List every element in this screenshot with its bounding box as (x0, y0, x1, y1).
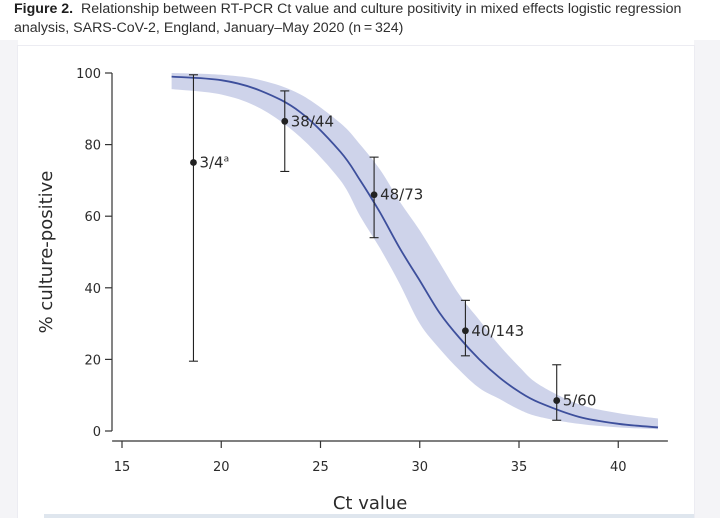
data-points-layer: 3/4a 38/44 48/73 40/143 5/60 (188, 74, 597, 421)
page-backdrop-left (0, 40, 18, 518)
data-point-label: 40/143 (471, 322, 524, 340)
y-tick-label: 80 (84, 139, 101, 154)
fitted-curve-layer (171, 75, 659, 429)
chart-panel (18, 46, 694, 518)
data-point (190, 159, 197, 166)
axes-layer (111, 73, 668, 442)
data-point-label: 3/4a (199, 154, 229, 172)
y-ticks: 0 20 40 60 80 100 (76, 67, 112, 440)
y-tick-label: 100 (76, 67, 101, 82)
panel-bottom-rule (44, 514, 694, 518)
y-tick-label: 20 (84, 353, 101, 368)
data-point (281, 117, 289, 125)
data-point (370, 191, 378, 199)
figure-label: Figure 2. (14, 1, 74, 17)
confidence-band-layer (171, 73, 658, 430)
data-point (462, 327, 469, 335)
page-backdrop-right (694, 40, 720, 518)
data-point-label: 48/73 (380, 186, 423, 204)
x-tick-label: 30 (411, 460, 428, 475)
x-axis-title: Ct value (333, 493, 408, 514)
fitted-curve (171, 75, 659, 429)
y-tick-label: 40 (84, 282, 101, 297)
y-tick-label: 60 (84, 210, 101, 225)
confidence-band (171, 73, 658, 430)
figure-caption-text: Relationship between RT-PCR Ct value and… (14, 1, 682, 36)
x-tick-label: 40 (610, 460, 627, 475)
x-tick-label: 20 (213, 460, 230, 475)
data-point (553, 397, 561, 404)
y-axis-title: % culture-positive (36, 171, 57, 334)
data-point-label: 38/44 (291, 112, 334, 130)
x-tick-label: 15 (114, 460, 131, 475)
y-tick-label: 0 (93, 425, 101, 440)
x-tick-label: 25 (312, 460, 329, 475)
figure-caption: Figure 2. Relationship between RT-PCR Ct… (14, 0, 714, 38)
data-point-label: 5/60 (563, 392, 597, 410)
x-ticks: 15 20 25 30 35 40 (114, 441, 627, 475)
x-tick-label: 35 (511, 460, 528, 475)
